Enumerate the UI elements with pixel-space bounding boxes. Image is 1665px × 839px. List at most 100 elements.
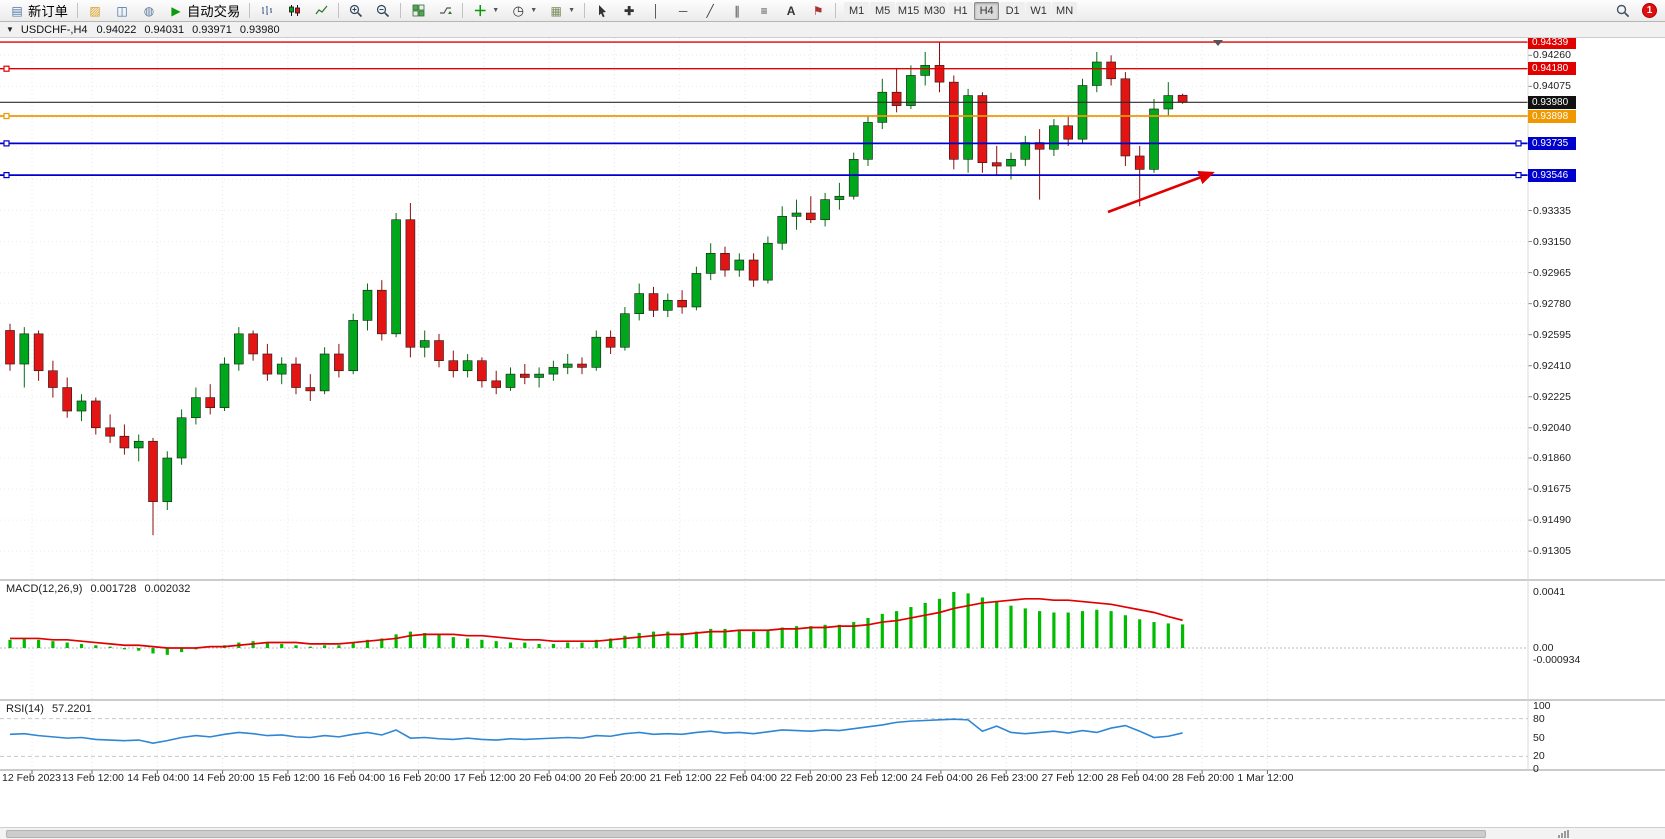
notification-badge[interactable]: 1 bbox=[1642, 3, 1657, 18]
scrollbar-thumb[interactable] bbox=[6, 830, 1486, 838]
macd-value-2: 0.002032 bbox=[144, 583, 191, 595]
time-axis-label: 12 Feb 2023 bbox=[2, 772, 61, 784]
zoom-out-button[interactable] bbox=[370, 1, 396, 21]
web-terminal-button[interactable]: ◍ bbox=[136, 1, 162, 21]
data-window-icon: ◫ bbox=[116, 3, 128, 18]
cursor-tool-button[interactable] bbox=[589, 1, 615, 21]
globe-icon: ◍ bbox=[143, 3, 155, 18]
data-window-button[interactable]: ◫ bbox=[109, 1, 135, 21]
chart-menu-icon[interactable]: ▼ bbox=[6, 25, 14, 34]
horizontal-line-icon: ─ bbox=[678, 3, 688, 18]
new-order-button[interactable]: ▤ 新订单 bbox=[4, 1, 73, 21]
timeframe-h1[interactable]: H1 bbox=[948, 1, 974, 20]
templates-button[interactable]: ▦ ▼ bbox=[543, 1, 580, 21]
timeframe-mn[interactable]: MN bbox=[1052, 1, 1078, 20]
zoom-in-button[interactable] bbox=[343, 1, 369, 21]
autotrade-label: 自动交易 bbox=[186, 4, 241, 19]
line-chart-button[interactable] bbox=[308, 1, 334, 21]
timeframe-m1[interactable]: M1 bbox=[844, 1, 870, 20]
timeframe-m5[interactable]: M5 bbox=[870, 1, 896, 20]
timeframe-m30[interactable]: M30 bbox=[922, 1, 948, 20]
price-scale-label: 0.94075 bbox=[1533, 80, 1571, 93]
timeframe-m15[interactable]: M15 bbox=[896, 1, 922, 20]
rsi-scale-label: 50 bbox=[1533, 731, 1545, 744]
separator bbox=[76, 3, 78, 18]
candlestick-chart-button[interactable] bbox=[281, 1, 307, 21]
chevron-down-icon: ▼ bbox=[568, 7, 576, 14]
fibonacci-tool-button[interactable]: ≡ bbox=[751, 1, 777, 21]
time-axis-label: 1 Mar 12:00 bbox=[1237, 772, 1294, 784]
price-tag: 0.93980 bbox=[1528, 95, 1576, 109]
time-axis-label: 14 Feb 04:00 bbox=[127, 772, 190, 784]
indicators-button[interactable]: ＋ ▼ bbox=[467, 1, 504, 21]
chart-ohlc: 0.94022 0.94031 0.93971 0.93980 bbox=[95, 24, 280, 36]
rsi-scale-label: 0 bbox=[1533, 763, 1539, 775]
crosshair-icon: ✚ bbox=[624, 3, 635, 18]
separator bbox=[584, 3, 586, 18]
price-tag: 0.93735 bbox=[1528, 136, 1576, 150]
price-tag: 0.93898 bbox=[1528, 109, 1576, 123]
toolbar: ▤ 新订单 ▨ ◫ ◍ ▶ 自动交易 bbox=[0, 0, 1665, 22]
text-tool-button[interactable]: A bbox=[778, 1, 804, 21]
horizontal-scrollbar[interactable] bbox=[0, 827, 1665, 839]
bar-chart-icon bbox=[259, 3, 275, 18]
time-axis-label: 20 Feb 04:00 bbox=[519, 772, 581, 784]
price-scale-label: 0.92040 bbox=[1533, 421, 1571, 434]
rsi-panel-title: RSI(14) 57.2201 bbox=[6, 703, 92, 715]
time-axis-label: 22 Feb 20:00 bbox=[780, 772, 843, 784]
crosshair-tool-button[interactable]: ✚ bbox=[616, 1, 642, 21]
profiles-folder-icon: ▨ bbox=[89, 3, 101, 18]
ohlc-high: 0.94031 bbox=[144, 23, 185, 36]
time-axis-label: 13 Feb 12:00 bbox=[62, 772, 124, 784]
macd-scale-zero: 0.00 bbox=[1533, 642, 1554, 654]
price-scale-label: 0.91675 bbox=[1533, 483, 1571, 496]
time-axis-label: 27 Feb 12:00 bbox=[1041, 772, 1104, 784]
timeframe-d1[interactable]: D1 bbox=[1000, 1, 1026, 20]
price-tag: 0.94180 bbox=[1528, 62, 1576, 76]
auto-scroll-icon bbox=[437, 3, 453, 18]
time-axis-label: 26 Feb 23:00 bbox=[976, 772, 1039, 784]
search-button[interactable] bbox=[1610, 1, 1636, 21]
price-scale-label: 0.91305 bbox=[1533, 545, 1571, 558]
price-scale-label: 0.91860 bbox=[1533, 452, 1571, 464]
chart-symbol-period: USDCHF-,H4 bbox=[20, 23, 88, 36]
bar-chart-button[interactable] bbox=[254, 1, 280, 21]
autotrade-button[interactable]: ▶ 自动交易 bbox=[163, 1, 245, 21]
time-axis-label: 16 Feb 20:00 bbox=[388, 772, 451, 784]
ohlc-close: 0.93980 bbox=[239, 23, 280, 36]
macd-value-1: 0.001728 bbox=[90, 583, 137, 595]
tile-windows-button[interactable] bbox=[405, 1, 431, 21]
macd-title: MACD(12,26,9) bbox=[6, 583, 83, 595]
profiles-button[interactable]: ▨ bbox=[82, 1, 108, 21]
chevron-down-icon: ▼ bbox=[492, 7, 500, 14]
price-scale-label: 0.93150 bbox=[1533, 235, 1571, 248]
trendline-tool-button[interactable]: ╱ bbox=[697, 1, 723, 21]
price-scale-label: 0.91490 bbox=[1533, 514, 1571, 527]
rsi-title: RSI(14) bbox=[6, 703, 44, 715]
horizontal-line-tool-button[interactable]: ─ bbox=[670, 1, 696, 21]
add-indicator-icon: ＋ bbox=[473, 2, 488, 19]
templates-icon: ▦ bbox=[550, 3, 562, 18]
toolbar-right: 1 bbox=[1610, 1, 1661, 21]
trendline-icon: ╱ bbox=[706, 3, 714, 18]
new-order-icon: ▤ bbox=[11, 3, 23, 18]
vertical-line-tool-button[interactable]: │ bbox=[643, 1, 669, 21]
channel-tool-button[interactable]: ∥ bbox=[724, 1, 750, 21]
price-scale-label: 0.93335 bbox=[1533, 204, 1571, 217]
cursor-icon bbox=[594, 3, 610, 18]
candlestick-chart-icon bbox=[286, 3, 302, 18]
periods-button[interactable]: ◷ ▼ bbox=[505, 1, 542, 21]
autotrade-play-icon: ▶ bbox=[171, 3, 181, 18]
tile-windows-icon bbox=[410, 3, 426, 18]
timeframe-h4[interactable]: H4 bbox=[974, 1, 1000, 20]
new-order-label: 新订单 bbox=[28, 4, 68, 19]
time-axis-label: 16 Feb 04:00 bbox=[323, 772, 386, 784]
rsi-scale-label: 80 bbox=[1533, 712, 1545, 725]
auto-scroll-button[interactable] bbox=[432, 1, 458, 21]
arrows-tool-button[interactable]: ⚑ bbox=[805, 1, 831, 21]
separator bbox=[462, 3, 464, 18]
separator bbox=[835, 3, 837, 18]
macd-scale-max: 0.0041 bbox=[1533, 586, 1566, 598]
timeframe-w1[interactable]: W1 bbox=[1026, 1, 1052, 20]
